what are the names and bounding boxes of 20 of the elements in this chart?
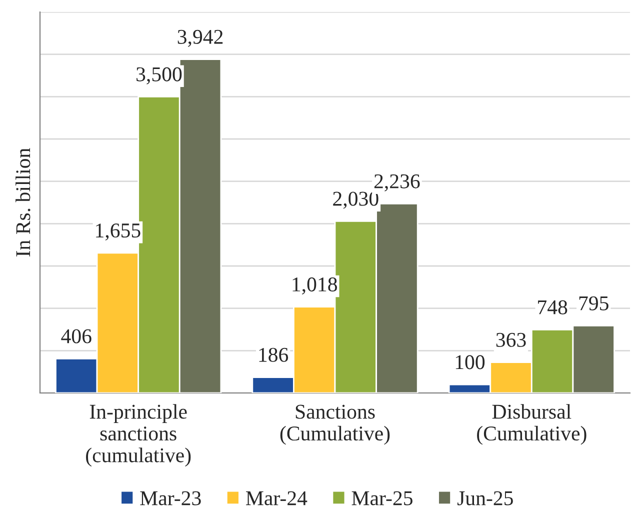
legend-label: Mar-25 bbox=[352, 491, 412, 506]
legend-label: Mar-23 bbox=[140, 491, 201, 506]
data-label: 3,500 bbox=[136, 67, 182, 84]
data-label: 363 bbox=[496, 332, 526, 347]
data-label: 3,942 bbox=[178, 30, 223, 47]
data-label: 2,030 bbox=[333, 192, 378, 209]
data-label: 100 bbox=[456, 355, 485, 370]
data-label: 1,655 bbox=[96, 224, 140, 241]
data-label: 795 bbox=[579, 296, 608, 310]
legend-label: Mar-24 bbox=[246, 491, 308, 506]
legend-label: Jun-25 bbox=[457, 491, 513, 506]
data-label: 748 bbox=[538, 300, 568, 314]
data-label: 406 bbox=[61, 329, 92, 344]
x-tick-label: Disbursal (Cumulative) bbox=[477, 404, 586, 445]
data-label: 186 bbox=[259, 348, 288, 362]
data-label: 2,236 bbox=[374, 174, 420, 192]
x-tick-label: In-principle sanctions (cumulative) bbox=[86, 404, 191, 467]
data-label: 1,018 bbox=[292, 277, 337, 294]
x-tick-label: Sanctions (Cumulative) bbox=[280, 404, 390, 445]
y-axis-title: In Rs. billion bbox=[16, 148, 30, 256]
